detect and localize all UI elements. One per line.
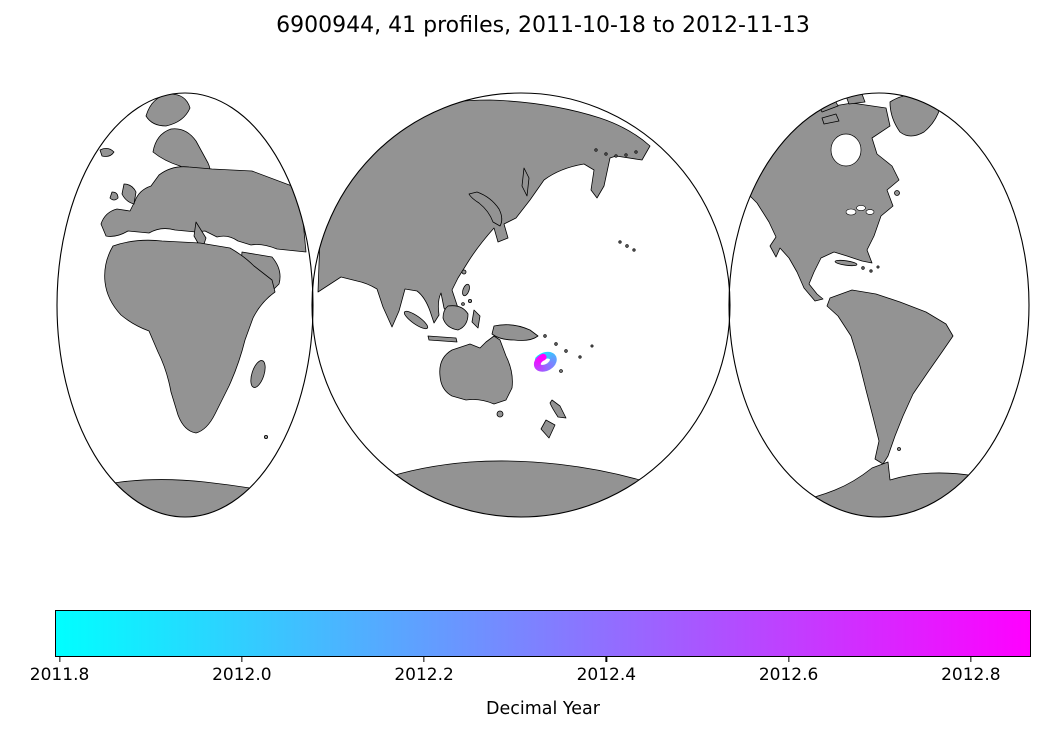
- landmass-iceland: [99, 148, 115, 157]
- island-southern-ocean: [263, 434, 268, 439]
- colorbar-tick-label: 2012.2: [394, 665, 454, 685]
- landmass-sumatra: [403, 310, 429, 330]
- colorbar-tick-mark: [241, 657, 243, 662]
- landmass-ireland: [109, 191, 119, 201]
- landmass-cuba: [834, 259, 858, 267]
- landmass-sulawesi: [471, 309, 481, 329]
- landmass-greenland: [889, 93, 941, 137]
- landmass-sakhalin: [521, 167, 530, 197]
- colorbar-tick-label: 2012.4: [576, 665, 637, 685]
- falkland-islands: [897, 447, 901, 451]
- world-map: [56, 92, 1030, 518]
- landmass-java: [427, 335, 458, 343]
- landmass-newfoundland: [894, 190, 900, 196]
- hudson-bay: [830, 133, 862, 167]
- landmass-madagascar: [250, 360, 266, 388]
- colorbar-axis-label: Decimal Year: [486, 699, 600, 719]
- landmass-borneo: [442, 305, 469, 331]
- landmass-arctic-europe: [145, 93, 191, 127]
- hawaii-islands: [618, 240, 636, 252]
- landmass-new-zealand-north: [549, 399, 567, 419]
- map-lobe-right: [728, 92, 1030, 518]
- caribbean-islands: [861, 265, 880, 273]
- landmass-europe: [100, 166, 307, 253]
- colorbar-tick-mark: [605, 657, 607, 662]
- colorbar-tick-mark: [970, 657, 972, 662]
- landmass-antarctica: [57, 460, 1029, 517]
- landmass-south-america: [826, 289, 954, 465]
- landmass-new-guinea: [491, 324, 539, 341]
- colorbar-gradient: [55, 610, 1031, 657]
- colorbar-tick-label: 2012.6: [758, 665, 819, 685]
- landmass-asia: [317, 99, 651, 328]
- colorbar-tick-label: 2012.0: [212, 665, 272, 685]
- landmass-taiwan: [461, 269, 467, 275]
- float-profile-track: [533, 351, 557, 372]
- colorbar-tick-mark: [423, 657, 425, 662]
- landmass-japan: [468, 191, 503, 227]
- pacific-islands: [543, 334, 594, 373]
- colorbar-tick-label: 2012.8: [941, 665, 1001, 685]
- landmass-tasmania: [496, 410, 504, 418]
- colorbar-ticks: 2011.8 2012.0 2012.2 2012.4 2012.6 2012.8: [30, 657, 1031, 699]
- profile-marker: [539, 353, 547, 361]
- map-projection-outline: [56, 92, 1030, 518]
- map-lobe-center: [311, 92, 731, 518]
- landmass-britain: [121, 183, 137, 205]
- landmass-new-zealand-south: [540, 419, 556, 439]
- colorbar-tick-mark: [58, 657, 61, 662]
- landmasses: [57, 93, 1029, 517]
- map-lobe-left: [56, 92, 314, 518]
- great-lakes: [845, 205, 875, 216]
- landmass-africa: [104, 239, 276, 434]
- aleutian-islands: [594, 148, 638, 158]
- colorbar-tick-label: 2011.8: [29, 665, 90, 685]
- figure-title: 6900944, 41 profiles, 2011-10-18 to 2012…: [276, 13, 810, 38]
- landmass-philippines: [461, 283, 472, 306]
- colorbar-tick-mark: [787, 657, 790, 662]
- landmass-australia: [439, 335, 513, 405]
